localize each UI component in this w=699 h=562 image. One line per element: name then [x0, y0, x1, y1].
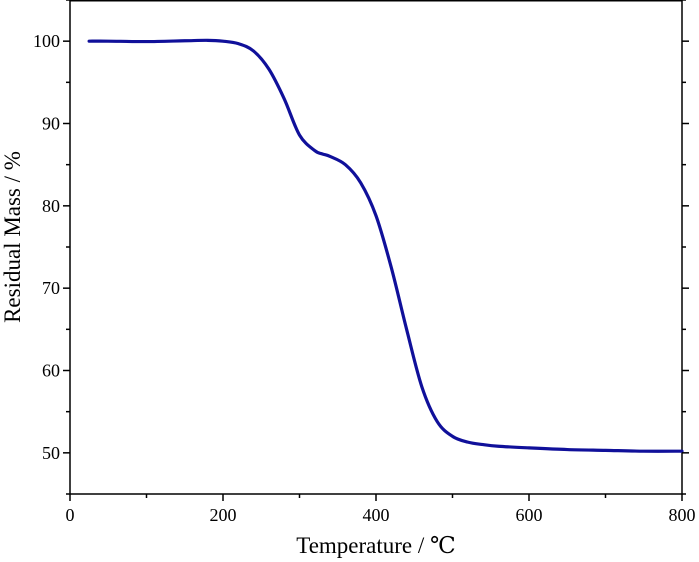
y-axis-title: Residual Mass / %: [0, 151, 25, 323]
y-tick-label: 100: [33, 31, 60, 51]
y-tick-label: 80: [42, 196, 60, 216]
y-tick-label: 90: [42, 114, 60, 134]
x-tick-label: 200: [210, 505, 237, 525]
y-tick-label: 70: [42, 278, 60, 298]
x-tick-label: 600: [516, 505, 543, 525]
x-tick-label: 0: [66, 505, 75, 525]
plot-frame: [69, 0, 683, 495]
x-tick-label: 800: [669, 505, 696, 525]
y-tick-label: 50: [42, 443, 60, 463]
series-line-0: [87, 38, 684, 453]
y-tick-label: 60: [42, 361, 60, 381]
x-axis-title: Temperature / ℃: [296, 533, 456, 558]
x-tick-label: 400: [363, 505, 390, 525]
